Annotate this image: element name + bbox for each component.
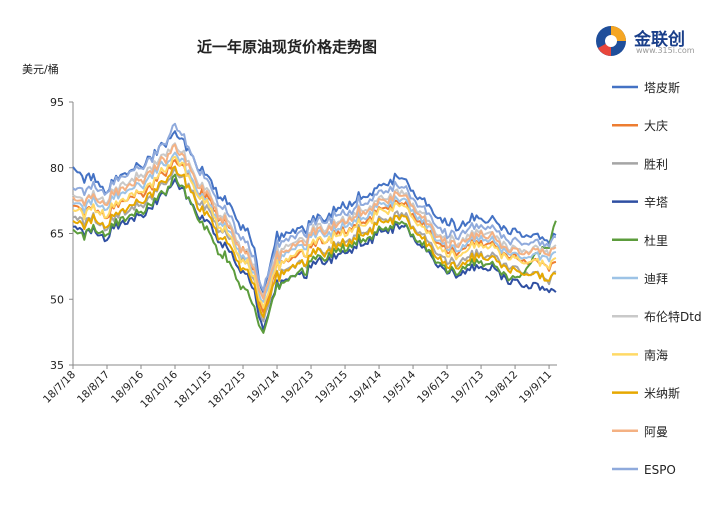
y-tick-label: 95 <box>50 96 64 109</box>
series-line <box>72 155 557 309</box>
brand-name: 金联创 <box>634 30 685 50</box>
x-tick-label: 19/7/13 <box>449 369 486 406</box>
x-tick-label: 19/2/13 <box>279 369 316 406</box>
legend-label: 米纳斯 <box>644 387 680 401</box>
legend-label: 阿曼 <box>644 425 668 439</box>
legend-label: 南海 <box>644 347 668 362</box>
y-tick-label: 35 <box>50 359 64 372</box>
series-line <box>72 173 557 334</box>
chart-title: 近一年原油现货价格走势图 <box>197 38 377 56</box>
legend-label: 迪拜 <box>644 272 668 286</box>
legend-label: 辛塔 <box>644 196 668 210</box>
brand-url: www.315i.com <box>636 46 695 55</box>
x-tick-label: 18/8/17 <box>75 369 112 406</box>
y-tick-label: 50 <box>50 293 64 306</box>
legend-label: 杜里 <box>644 233 668 248</box>
x-tick-label: 19/1/14 <box>245 368 282 405</box>
legend-label: 大庆 <box>644 119 668 133</box>
series-line <box>72 122 556 292</box>
y-tick-label: 80 <box>50 162 64 175</box>
series-line <box>72 165 557 319</box>
x-tick-label: 19/6/13 <box>415 369 452 406</box>
legend-label: 布伦特Dtd <box>644 309 702 324</box>
x-tick-label: 19/3/15 <box>313 369 350 406</box>
x-tick-label: 19/5/14 <box>381 368 418 405</box>
legend-label: ESPO <box>644 463 676 477</box>
brand-logo: 金联创 www.315i.com <box>594 24 714 58</box>
x-tick-label: 19/8/12 <box>483 369 520 406</box>
x-tick-label: 18/7/18 <box>41 369 78 406</box>
y-tick-label: 65 <box>50 228 64 241</box>
x-tick-label: 18/12/15 <box>206 369 248 411</box>
brand-mark-icon <box>596 26 626 56</box>
x-tick-label: 19/4/14 <box>347 368 384 405</box>
legend-label: 胜利 <box>644 156 668 171</box>
legend-label: 塔皮斯 <box>644 81 680 95</box>
x-tick-label: 19/9/11 <box>517 369 554 406</box>
plot-area: 355065809518/7/1818/8/1718/9/1618/10/161… <box>41 96 557 410</box>
y-axis-unit-label: 美元/桶 <box>22 62 59 76</box>
series-line <box>72 143 557 300</box>
